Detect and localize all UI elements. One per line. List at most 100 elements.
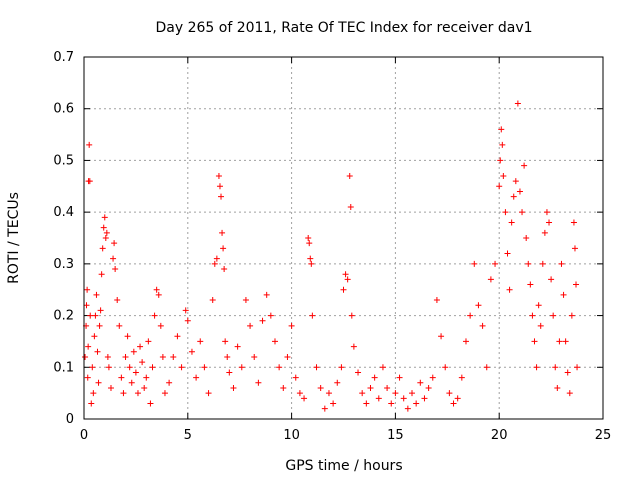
data-point [94,348,101,355]
data-point [120,390,127,397]
data-point [271,338,278,345]
data-point [570,219,577,226]
data-point [539,260,546,267]
data-point [541,229,548,236]
data-point [521,162,528,169]
data-point [130,348,137,355]
data-point [566,390,573,397]
data-points [82,100,581,412]
data-point [188,348,195,355]
data-point [467,312,474,319]
data-point [458,374,465,381]
data-point [105,364,112,371]
data-point [400,395,407,402]
data-point [330,400,337,407]
data-point [97,307,104,314]
data-point [306,240,313,247]
data-point [574,364,581,371]
data-point [371,374,378,381]
data-point [259,317,266,324]
data-point [280,384,287,391]
data-point [205,390,212,397]
data-point [471,260,478,267]
data-point [166,379,173,386]
data-point [442,364,449,371]
data-point [546,219,553,226]
data-point [230,384,237,391]
data-point [347,203,354,210]
data-point [184,317,191,324]
data-point [496,183,503,190]
data-point [215,172,222,179]
data-point [429,374,436,381]
data-point [211,260,218,267]
data-point [151,312,158,319]
data-point [504,250,511,257]
data-point [556,338,563,345]
data-point [492,260,499,267]
y-tick-label: 0.7 [53,50,74,65]
data-point [350,343,357,350]
data-point [161,390,168,397]
data-point [89,364,96,371]
data-point [292,374,299,381]
data-point [562,338,569,345]
y-tick-label: 0.1 [53,360,74,375]
data-point [338,364,345,371]
data-point [99,245,106,252]
data-point [506,286,513,293]
data-point [234,343,241,350]
y-axis-label: ROTI / TECUs [6,192,22,284]
x-axis-label: GPS time / hours [285,458,402,474]
data-point [392,390,399,397]
data-point [149,364,156,371]
data-point [85,343,92,350]
data-point [404,405,411,412]
data-point [317,384,324,391]
data-point [344,276,351,283]
data-point [213,255,220,262]
data-point [107,384,114,391]
data-point [512,178,519,185]
y-tick-label: 0.4 [53,205,74,220]
data-point [84,374,91,381]
data-point [263,291,270,298]
data-point [500,172,507,179]
data-point [537,322,544,329]
data-point [124,333,131,340]
data-point [325,390,332,397]
y-tick-label: 0.6 [53,102,74,117]
data-point [552,364,559,371]
data-point [201,364,208,371]
data-point [346,172,353,179]
grid-lines [84,57,603,419]
data-point [499,141,506,148]
data-point [558,260,565,267]
data-point [98,271,105,278]
data-point [118,374,125,381]
x-tick-label: 5 [184,428,192,443]
data-point [145,338,152,345]
data-point [550,312,557,319]
plot-frame [83,56,604,420]
data-point [384,384,391,391]
data-point [417,379,424,386]
x-tick-label: 15 [387,428,404,443]
data-point [126,364,133,371]
data-point [82,353,89,360]
data-point [88,400,95,407]
data-point [93,291,100,298]
data-point [446,390,453,397]
data-point [90,390,97,397]
data-point [479,322,486,329]
data-point [296,390,303,397]
data-point [396,374,403,381]
data-point [433,297,440,304]
data-point [462,338,469,345]
x-tick-label: 25 [595,428,612,443]
data-point [247,322,254,329]
data-point [103,229,110,236]
data-point [560,291,567,298]
data-point [101,214,108,221]
data-point [92,312,99,319]
